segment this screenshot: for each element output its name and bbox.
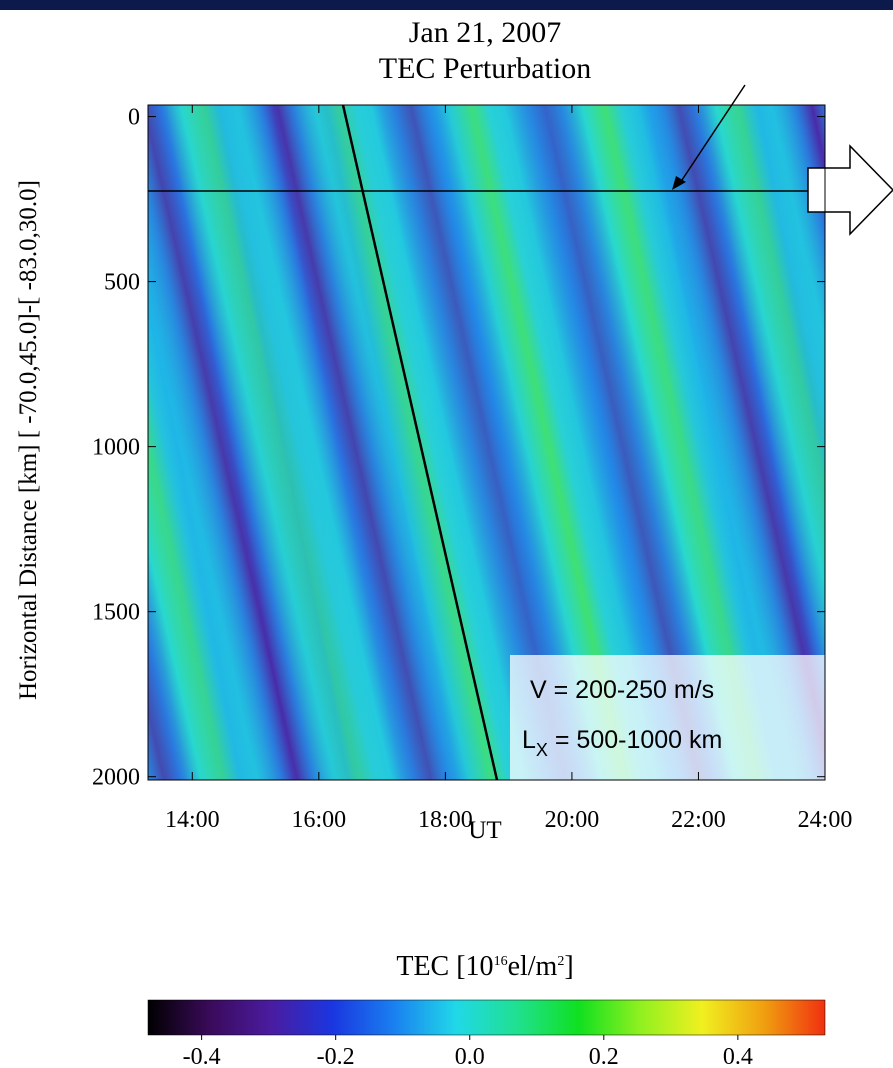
- cb-title-b: el/m: [508, 951, 558, 982]
- top-frame: [0, 0, 893, 10]
- y-tick-label: 1500: [92, 600, 140, 626]
- y-tick-label: 500: [104, 270, 140, 296]
- cb-title-a: TEC [10: [396, 951, 493, 982]
- block-arrow: [807, 144, 893, 236]
- title-line: Jan 21, 2007: [409, 16, 562, 49]
- annotation-box: [510, 655, 825, 780]
- annotation-l: L: [522, 726, 536, 754]
- colorbar-title: TEC [1016el/m2]: [396, 951, 573, 982]
- colorbar-tick-label: 0.4: [723, 1044, 753, 1068]
- colorbar-tick-label: -0.2: [317, 1044, 355, 1068]
- fit-line: [341, 104, 499, 781]
- y-tick-label: 2000: [92, 765, 140, 791]
- pointer-arrowhead: [672, 176, 686, 190]
- x-tick-label: 18:00: [418, 807, 473, 833]
- annotation-sub: X: [536, 740, 548, 760]
- x-tick-label: 14:00: [165, 807, 220, 833]
- x-tick-label: 22:00: [671, 807, 726, 833]
- plot-frame: [147, 104, 826, 781]
- y-tick-label: 1000: [92, 435, 140, 461]
- cb-title-sup: 2: [557, 954, 564, 969]
- x-axis-label: UT: [468, 817, 501, 844]
- cb-title-sup: 16: [494, 954, 508, 969]
- colorbar-tick-label: 0.2: [589, 1044, 619, 1068]
- cb-title-c: ]: [564, 951, 573, 982]
- x-tick-label: 24:00: [798, 807, 853, 833]
- colorbar-tick-label: 0.0: [455, 1044, 485, 1068]
- annotation-velocity: V = 200-250 m/s: [530, 676, 714, 704]
- y-tick-label: 0: [128, 105, 140, 131]
- annotation-rest: = 500-1000 km: [548, 726, 722, 754]
- title-line: TEC Perturbation: [379, 52, 591, 85]
- y-axis-label: Horizontal Distance [km] [ -70.0,45.0]-[…: [15, 180, 42, 700]
- x-tick-label: 16:00: [291, 807, 346, 833]
- pointer-arrow: [679, 84, 746, 184]
- colorbar: [147, 999, 826, 1036]
- colorbar-tick-label: -0.4: [183, 1044, 221, 1068]
- x-tick-label: 20:00: [545, 807, 600, 833]
- annotation-wavelength: LX = 500-1000 km: [522, 726, 722, 760]
